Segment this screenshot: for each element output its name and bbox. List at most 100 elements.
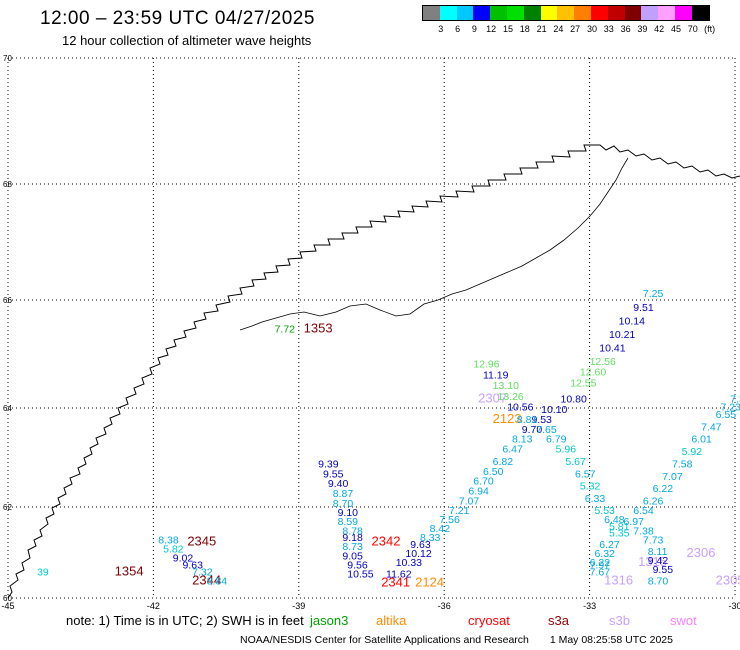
wave-height-value: 8.73 — [342, 541, 363, 553]
wave-height-value: 9.63 — [182, 559, 203, 571]
page-subtitle: 12 hour collection of altimeter wave hei… — [62, 33, 312, 48]
wave-height-value: 10.21 — [609, 329, 635, 341]
page-title: 12:00 – 23:59 UTC 04/27/2025 — [40, 8, 315, 29]
color-scale-label: 18 — [519, 24, 530, 34]
wave-height-value: 5.81 — [609, 521, 630, 533]
color-scale-label: 27 — [570, 24, 581, 34]
color-scale-label: 3 — [438, 24, 444, 34]
color-swatch — [691, 6, 709, 20]
wave-height-value: 11.62 — [386, 569, 412, 581]
wave-height-value: 7.07 — [459, 496, 480, 508]
color-scale-label: 15 — [502, 24, 514, 34]
wave-height-value: 8.59 — [338, 516, 359, 528]
note-text: note: 1) Time is in UTC; 2) SWH is in fe… — [66, 613, 304, 628]
coastline-inner-path — [239, 157, 629, 331]
wave-height-value: 10.41 — [599, 342, 625, 354]
legend-jason3: jason3 — [310, 613, 349, 628]
wave-height-value: 9.05 — [342, 550, 363, 562]
pass-time-label: 1316 — [604, 572, 633, 587]
wave-height-value: 8.70 — [333, 498, 354, 510]
legend-s3b: s3b — [609, 613, 630, 628]
wave-height-value: 10.14 — [619, 315, 645, 327]
longitude-label: -36 — [438, 601, 451, 611]
wave-height-value: 6.26 — [643, 496, 664, 508]
wave-height-value: 6.27 — [599, 539, 620, 551]
wave-height-value: 9.51 — [633, 302, 654, 314]
wave-height-value: 9.10 — [338, 507, 359, 519]
legend-s3a: s3a — [548, 613, 569, 628]
pass-time-label: 2307 — [478, 391, 507, 406]
wave-height-value: 11.19 — [483, 369, 509, 381]
wave-height-value: 12.96 — [473, 359, 499, 371]
wave-height-value: 9.18 — [342, 532, 363, 544]
wave-height-value: 7.97 — [590, 559, 611, 571]
wave-height-value: 6.50 — [483, 466, 504, 478]
wave-height-value: 8.33 — [420, 532, 441, 544]
wave-height-value: 8.87 — [333, 488, 354, 500]
pass-time-label: 1354 — [115, 563, 144, 578]
pass-time-label: 1315 — [638, 554, 667, 569]
latitude-label: 66 — [3, 296, 12, 305]
longitude-label: -30 — [728, 601, 740, 611]
wave-height-value: 8.78 — [342, 525, 363, 537]
color-swatch — [557, 6, 575, 20]
color-swatch — [456, 6, 474, 20]
wave-height-value: 6.57 — [575, 468, 596, 480]
wave-height-value: 10.12 — [405, 548, 431, 560]
color-scale-swatches — [422, 5, 710, 21]
pass-time-label: 2345 — [187, 534, 216, 549]
wave-height-value: 6.97 — [624, 516, 645, 528]
wave-height-value: 7.23 — [720, 401, 740, 413]
wave-height-value: 6.55 — [716, 409, 737, 421]
wave-height-value: 10.10 — [541, 404, 567, 416]
wave-height-value: 7.67 — [590, 566, 611, 578]
color-swatch — [423, 6, 440, 20]
color-scale-label: (ft) — [704, 24, 716, 34]
pass-time-label: 2344 — [192, 572, 221, 587]
wave-height-value: 9.42 — [648, 555, 669, 567]
wave-height-value: 6.32 — [594, 548, 615, 560]
wave-height-value: 6.48 — [604, 514, 625, 526]
wave-height-value: 7.30 — [730, 394, 740, 406]
wave-height-value: 13.10 — [493, 380, 519, 392]
wave-height-value: 7.73 — [643, 534, 664, 546]
color-swatch — [523, 6, 541, 20]
pass-time-label: 2342 — [372, 534, 401, 549]
wave-height-value: 7.32 — [192, 566, 213, 578]
latitude-label: 64 — [3, 404, 12, 413]
color-scale-label: 6 — [455, 24, 461, 34]
color-swatch — [607, 6, 625, 20]
wave-height-value: 9.55 — [323, 468, 344, 480]
wave-height-value: 6.94 — [468, 486, 489, 498]
wave-height-value: 5.32 — [580, 481, 601, 493]
wave-height-value: 7.21 — [449, 505, 470, 517]
longitude-label: -33 — [583, 601, 596, 611]
wave-height-value: 7.72 — [275, 323, 296, 335]
wave-height-value: 8.84 — [207, 575, 228, 587]
color-scale-label: 21 — [536, 24, 547, 34]
color-swatch — [473, 6, 491, 20]
legend-altika: altika — [376, 613, 407, 628]
color-scale-legend: 3 6 9 12 15 18 21 24 27 30 33 36 39 42 45 70 (ft) — [422, 5, 715, 34]
pass-time-label: 2341 — [381, 575, 410, 590]
wave-height-value: 8.81 — [517, 414, 538, 426]
wave-height-value: 7.25 — [643, 288, 664, 300]
footer-timestamp: 1 May 08:25:58 UTC 2025 — [549, 634, 673, 646]
wave-height-value: 7.07 — [662, 471, 683, 483]
legend-cryosat: cryosat — [468, 613, 510, 628]
color-scale-label: 24 — [553, 24, 564, 34]
wave-height-value: 8.70 — [648, 575, 669, 587]
wave-height-value: 39 — [37, 566, 49, 578]
color-scale-label: 42 — [654, 24, 665, 34]
wave-height-value: 5.35 — [609, 528, 630, 540]
pass-time-label: 2306 — [687, 545, 716, 560]
wave-height-value: 13.26 — [498, 391, 524, 403]
wave-height-value: 10.80 — [561, 394, 587, 406]
wave-height-value: 8.11 — [648, 546, 668, 558]
color-swatch — [624, 6, 642, 20]
wave-height-value: 12.56 — [590, 356, 616, 368]
color-swatch — [590, 6, 608, 20]
pass-time-label: 2305 — [716, 572, 740, 587]
wave-height-value: 7.38 — [633, 525, 654, 537]
